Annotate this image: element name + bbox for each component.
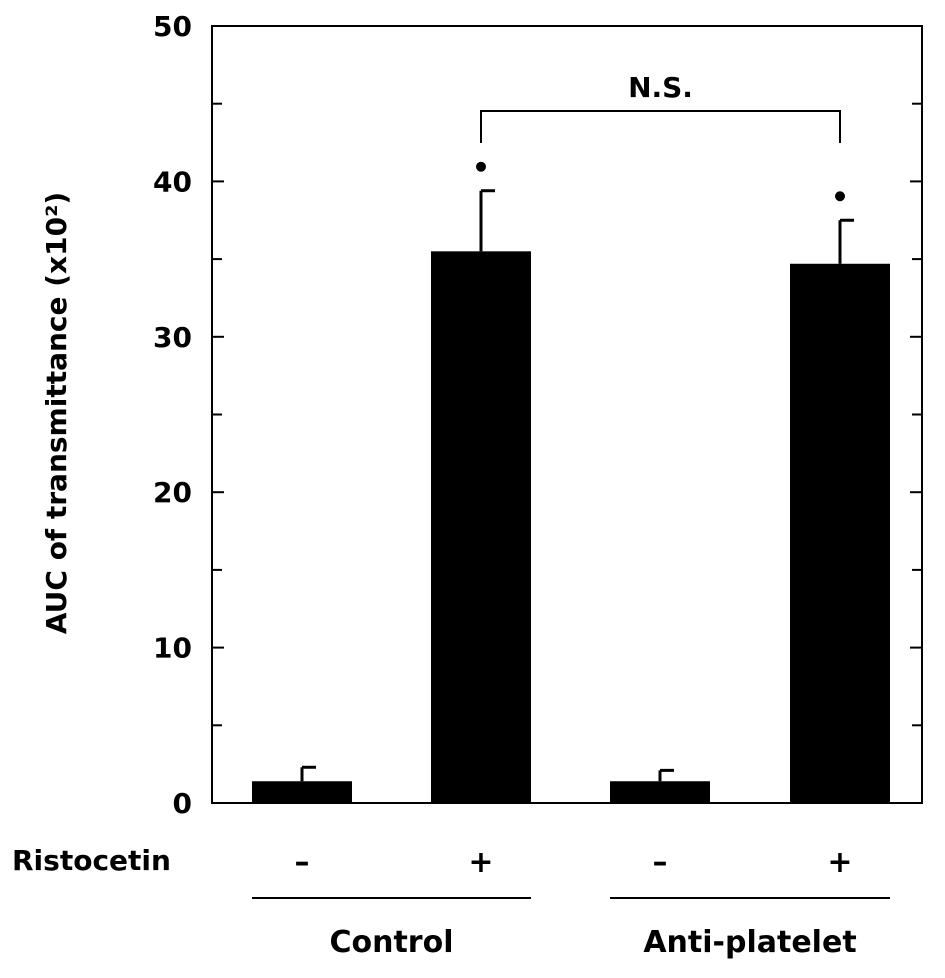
annotations-layer: N.S.	[476, 71, 845, 202]
ns-label: N.S.	[628, 71, 693, 104]
y-tick-label: 20	[153, 476, 192, 509]
ristocetin-sign: –	[295, 845, 310, 880]
y-tick-label: 50	[153, 10, 192, 43]
group-label: Control	[329, 925, 453, 960]
y-tick-label: 0	[173, 787, 192, 820]
ristocetin-sign: –	[653, 845, 668, 880]
bar	[431, 251, 531, 803]
bar	[790, 263, 890, 804]
ristocetin-row-label: Ristocetin	[12, 844, 171, 877]
y-tick-label: 10	[153, 632, 192, 665]
group-label: Anti-platelet	[643, 925, 856, 960]
bar	[610, 781, 710, 803]
y-tick-label: 30	[153, 321, 192, 354]
ristocetin-sign: +	[827, 845, 852, 880]
significance-marker	[476, 161, 486, 172]
x-labels-layer: – + – + Control Anti-platelet	[252, 845, 890, 960]
bars-layer	[252, 189, 890, 804]
y-tick-label: 40	[153, 165, 192, 198]
ristocetin-sign: +	[468, 845, 493, 880]
bar	[252, 781, 352, 803]
plot-axes: 0 10 20 30 40 50	[153, 10, 923, 820]
ns-bracket	[480, 110, 841, 143]
significance-marker	[835, 191, 845, 202]
y-axis-label: AUC of transmittance (x10²)	[40, 192, 73, 634]
